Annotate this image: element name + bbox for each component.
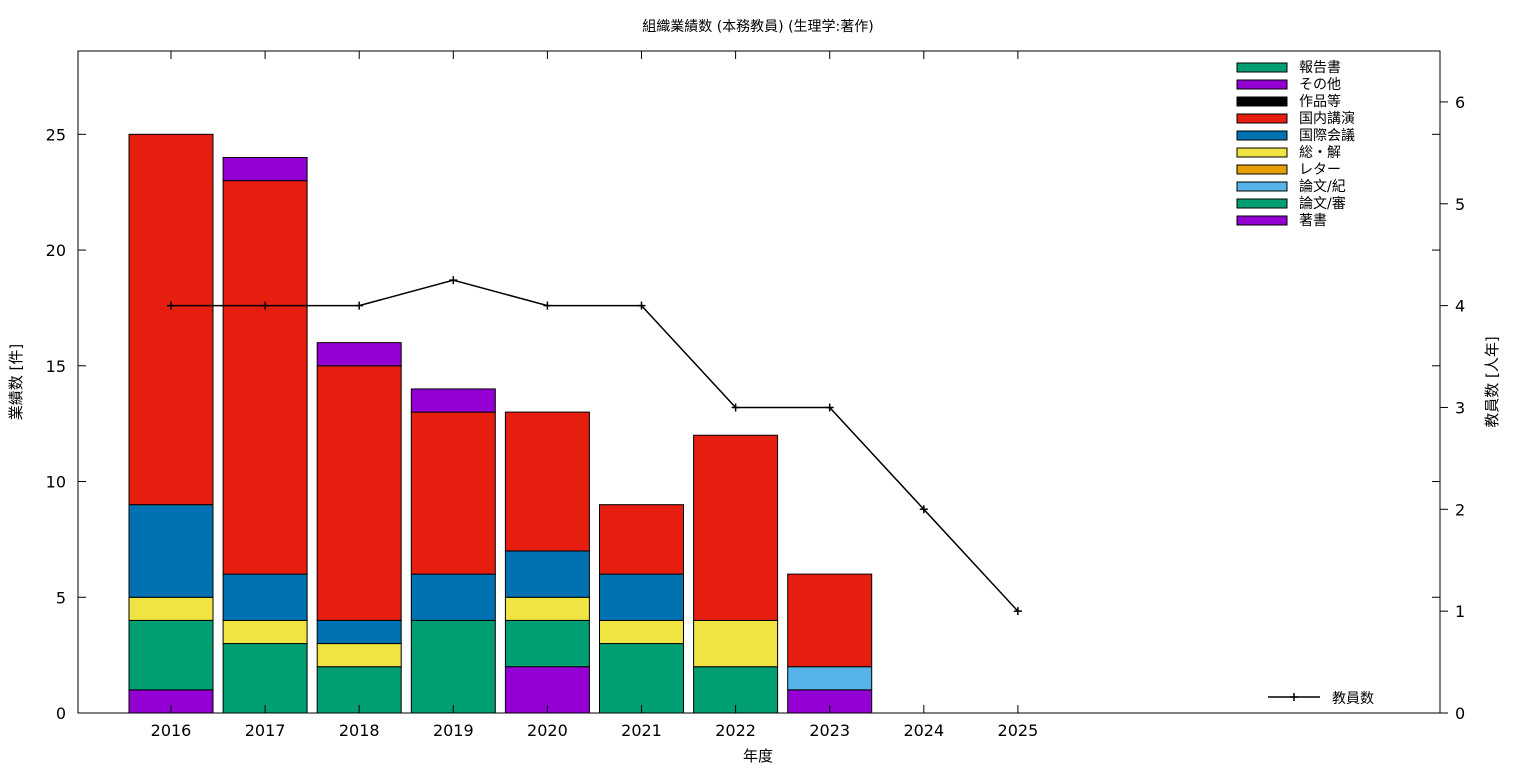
y-axis-label: 業績数 [件] xyxy=(7,344,25,420)
y-tick-label: 15 xyxy=(46,357,66,376)
bar-segment xyxy=(410,619,496,714)
y-tick-label: 10 xyxy=(46,473,66,492)
x-tick-label: 2020 xyxy=(527,721,568,740)
bar-segment xyxy=(222,573,308,621)
line-layer xyxy=(167,276,1022,616)
legend-swatch xyxy=(1236,96,1288,107)
bar-segment xyxy=(504,411,590,552)
line-point xyxy=(731,403,740,412)
plot-frame xyxy=(77,50,1441,714)
line-series-teachers xyxy=(171,279,1019,612)
line-point xyxy=(919,505,928,514)
bar-segment xyxy=(504,596,590,621)
legend-swatch xyxy=(1236,198,1288,209)
legend-label: 論文/審 xyxy=(1299,196,1346,212)
chart-title: 組織業績数 (本務教員) (生理学:著作) xyxy=(642,19,873,35)
bar-segment xyxy=(222,180,308,575)
legend-swatch xyxy=(1236,130,1288,141)
y2-tick-label: 1 xyxy=(1455,602,1465,621)
bar-segment xyxy=(504,619,590,668)
x-tick-label: 2016 xyxy=(151,721,192,740)
line-point xyxy=(355,301,364,310)
y2-tick-label: 2 xyxy=(1455,500,1465,519)
y2-axis-label: 教員数 [人年] xyxy=(1483,336,1501,427)
legend-swatch xyxy=(1236,62,1288,73)
bar-segment xyxy=(410,573,496,621)
x-tick-label: 2019 xyxy=(433,721,474,740)
bar-segment xyxy=(128,619,214,691)
bar-segment xyxy=(787,666,873,691)
x-tick-label: 2023 xyxy=(809,721,850,740)
bar-segment xyxy=(128,596,214,621)
legend-swatch xyxy=(1236,164,1288,175)
x-axis: 2016 2017 2018 2019 2020 2021 2022 2023 2024 2025 xyxy=(151,51,1039,740)
line-legend-marker xyxy=(1290,693,1298,701)
line-point xyxy=(261,301,270,310)
bar-segment xyxy=(316,365,402,621)
y2-tick-label: 4 xyxy=(1455,297,1465,316)
x-tick-label: 2021 xyxy=(621,721,662,740)
y-tick-label: 20 xyxy=(46,241,66,260)
bar-segment xyxy=(693,619,779,668)
y-tick-label: 25 xyxy=(46,125,66,144)
bar-segment xyxy=(693,434,779,621)
line-point xyxy=(167,301,175,310)
legend-label: レター xyxy=(1299,162,1341,178)
bar-segment xyxy=(599,643,684,714)
legend-swatch xyxy=(1236,113,1288,124)
bar-segment xyxy=(222,156,308,182)
legend-swatch xyxy=(1236,147,1288,158)
y2-tick-label: 5 xyxy=(1455,195,1465,214)
legend-swatch xyxy=(1236,215,1288,226)
x-tick-label: 2025 xyxy=(998,721,1039,740)
bar-segment xyxy=(599,619,684,645)
legend-swatch xyxy=(1236,79,1288,90)
bar-segment xyxy=(222,643,308,714)
legend-label: 作品等 xyxy=(1299,93,1341,110)
line-point xyxy=(825,403,834,412)
bar-segment xyxy=(599,573,684,621)
bar-segment xyxy=(128,504,214,598)
bar-segment xyxy=(316,619,402,645)
line-legend-label: 教員数 xyxy=(1332,691,1374,707)
bar-segment xyxy=(316,643,402,668)
y2-tick-label: 0 xyxy=(1455,704,1465,723)
legend-label: 国際会議 xyxy=(1299,127,1355,144)
line-point xyxy=(637,301,646,310)
bar-segment xyxy=(599,504,684,575)
x-tick-label: 2024 xyxy=(903,721,944,740)
legend-label: 報告書 xyxy=(1299,60,1341,76)
legend-swatch xyxy=(1236,181,1288,192)
line-point xyxy=(543,301,552,310)
y-axis-right: 0 1 2 3 4 5 6 xyxy=(1440,93,1465,723)
legend-label: 国内講演 xyxy=(1299,111,1355,127)
bar-segment xyxy=(316,342,402,367)
legend-label: 論文/紀 xyxy=(1299,179,1346,195)
y-tick-label: 0 xyxy=(56,704,66,723)
line-point xyxy=(449,276,458,285)
legend-label: その他 xyxy=(1299,77,1341,93)
x-tick-label: 2017 xyxy=(245,721,286,740)
bar-segment xyxy=(410,411,496,575)
line-legend: 教員数 xyxy=(1268,691,1374,707)
legend-label: 総・解 xyxy=(1299,145,1341,161)
x-axis-label: 年度 xyxy=(743,747,773,765)
y-axis-left: 0 5 10 15 20 25 xyxy=(46,125,1440,723)
y-tick-label: 5 xyxy=(56,588,66,607)
line-point xyxy=(1013,607,1022,616)
bar-segment xyxy=(410,388,496,413)
x-tick-label: 2022 xyxy=(715,721,756,740)
y2-tick-label: 3 xyxy=(1455,398,1465,417)
legend-label: 著書 xyxy=(1299,213,1327,229)
bars-layer xyxy=(128,133,873,714)
x-tick-label: 2018 xyxy=(339,721,380,740)
y2-tick-label: 6 xyxy=(1455,93,1465,112)
bar-segment xyxy=(222,619,308,645)
bar-segment xyxy=(128,133,214,506)
bar-segment xyxy=(787,573,873,668)
bar-segment xyxy=(504,550,590,598)
